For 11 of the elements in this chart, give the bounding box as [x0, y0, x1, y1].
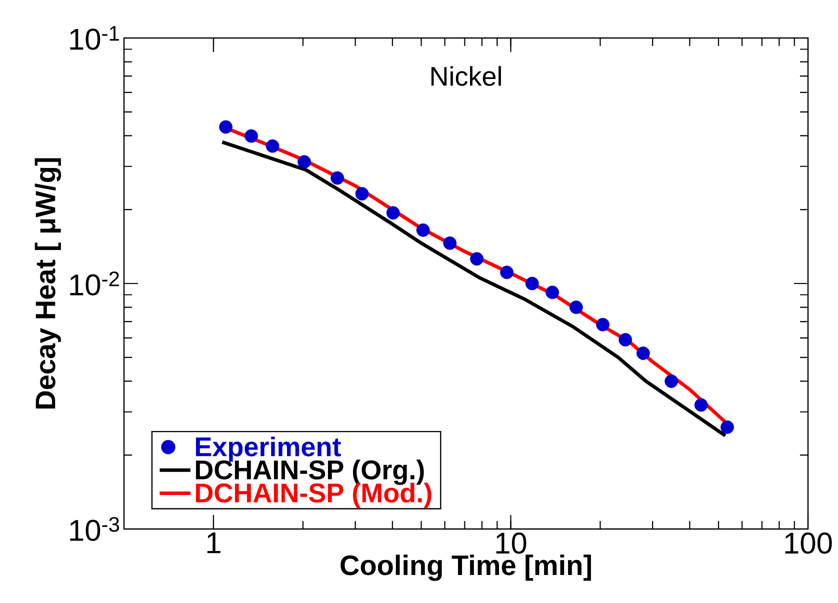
x-tick-label: 100	[785, 532, 832, 554]
text: Nickel	[431, 66, 501, 86]
y-tick-label: 10$^{-2}$	[70, 272, 119, 296]
y-tick-label: 10$^{-3}$	[70, 517, 120, 542]
legend-label: DCHAIN-SP (Mod.)	[196, 482, 432, 508]
x-tick-label: 10	[496, 532, 526, 554]
y-axis-title: Decay Heat [ μW/g]	[34, 158, 62, 408]
legend-label: Experiment	[196, 436, 341, 462]
x-axis-title: Cooling Time [min]	[340, 554, 591, 581]
y-tick-label: 10$^{-1}$	[70, 26, 119, 50]
x-tick-label: 1	[207, 532, 220, 554]
